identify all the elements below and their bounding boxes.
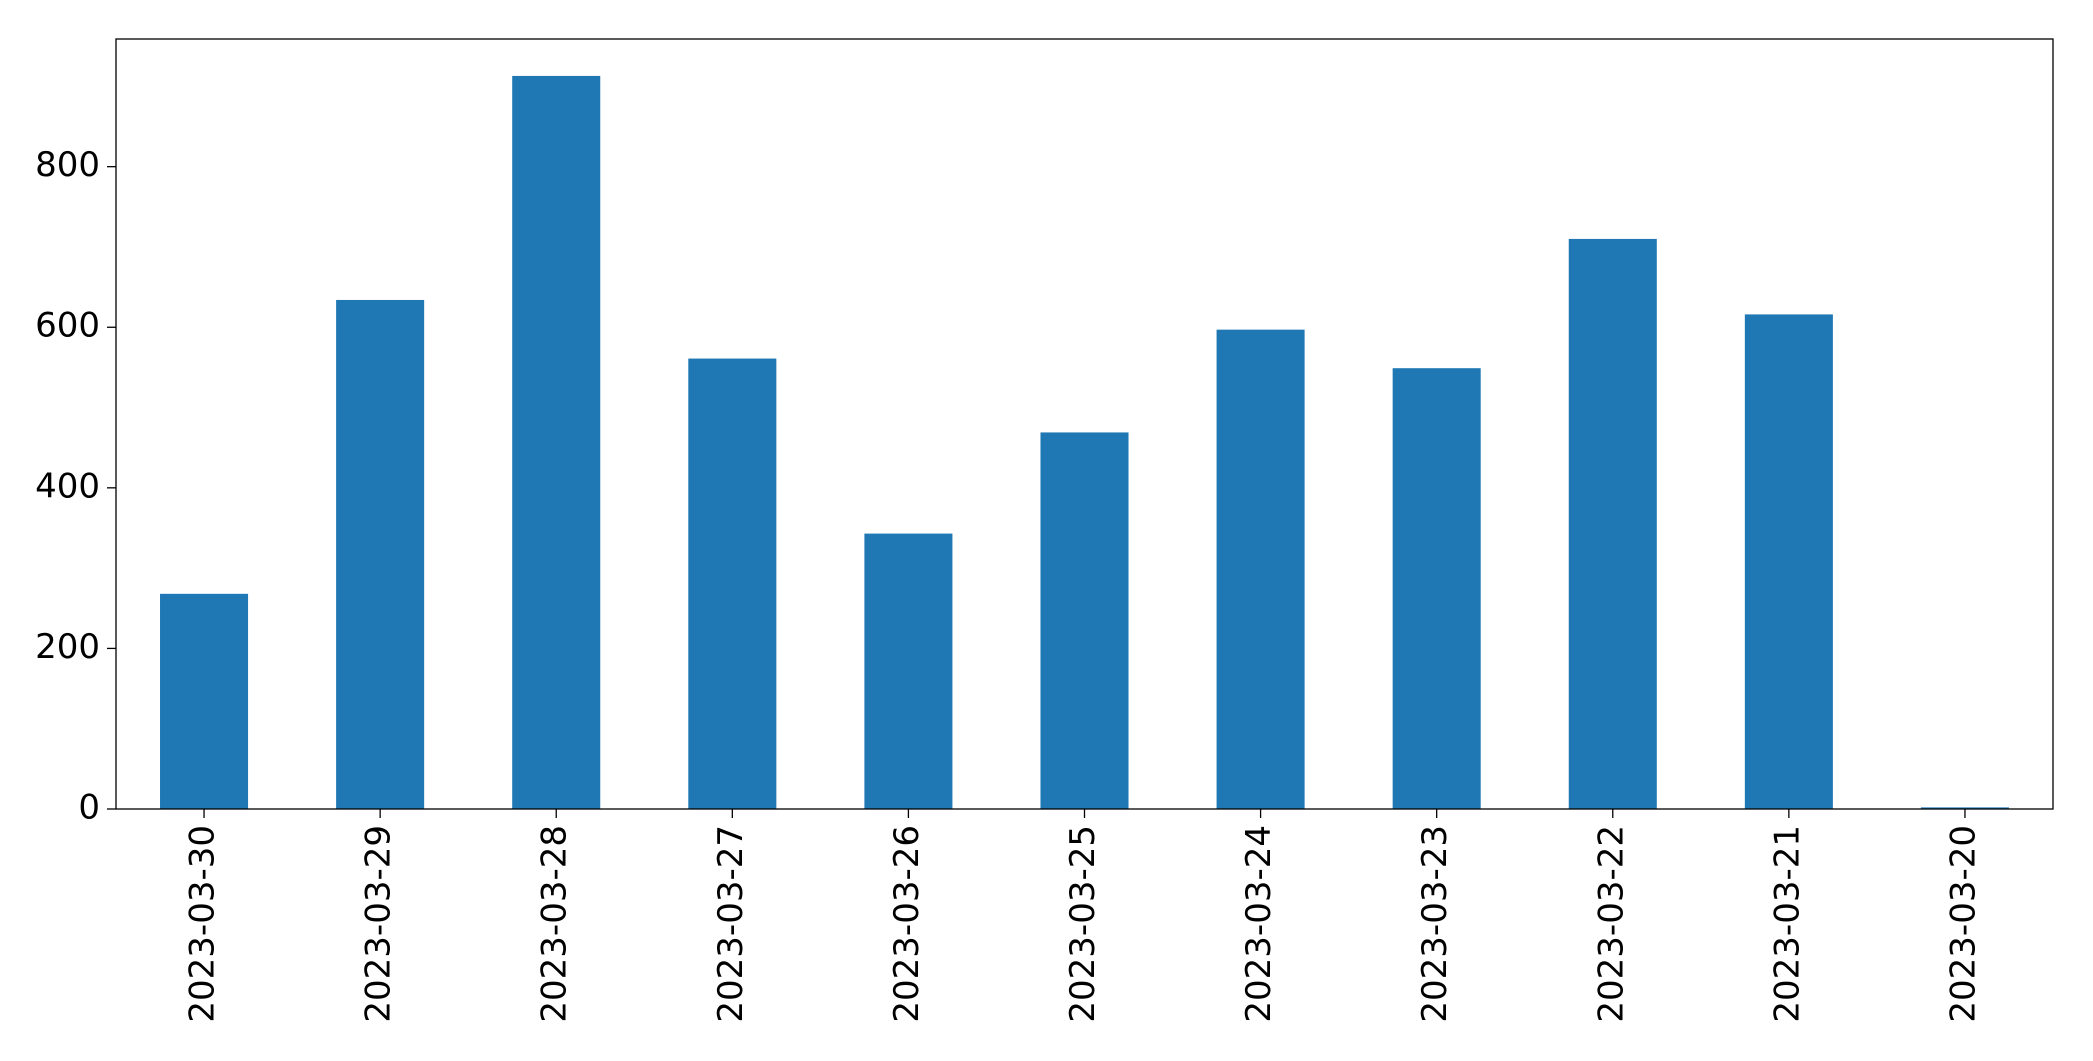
x-tick-label: 2023-03-26 (887, 825, 927, 1023)
bar (1920, 807, 2009, 809)
bar (1744, 314, 1833, 809)
y-tick-label: 800 (35, 145, 100, 185)
bar (1040, 432, 1129, 809)
x-tick-label: 2023-03-24 (1239, 825, 1279, 1023)
bar (1216, 329, 1305, 809)
bar (512, 75, 601, 809)
x-tick-label: 2023-03-21 (1767, 825, 1807, 1023)
bar (864, 533, 953, 809)
x-tick-label: 2023-03-27 (711, 825, 751, 1023)
bar (1392, 368, 1481, 809)
y-tick-label: 400 (35, 466, 100, 506)
x-tick-label: 2023-03-20 (1943, 825, 1983, 1023)
x-tick-label: 2023-03-30 (183, 825, 223, 1023)
bar (160, 593, 249, 809)
x-tick-label: 2023-03-25 (1063, 825, 1103, 1023)
bar (336, 299, 425, 809)
x-tick-label: 2023-03-28 (535, 825, 575, 1023)
x-tick-label: 2023-03-22 (1591, 825, 1631, 1023)
x-tick-label: 2023-03-29 (359, 825, 399, 1023)
plot-frame (115, 38, 2054, 810)
bar (688, 358, 777, 809)
bar (1568, 238, 1657, 809)
y-tick-label: 600 (35, 306, 100, 346)
x-tick-label: 2023-03-23 (1415, 825, 1455, 1023)
y-tick-label: 0 (78, 788, 100, 828)
y-tick-label: 200 (35, 627, 100, 667)
